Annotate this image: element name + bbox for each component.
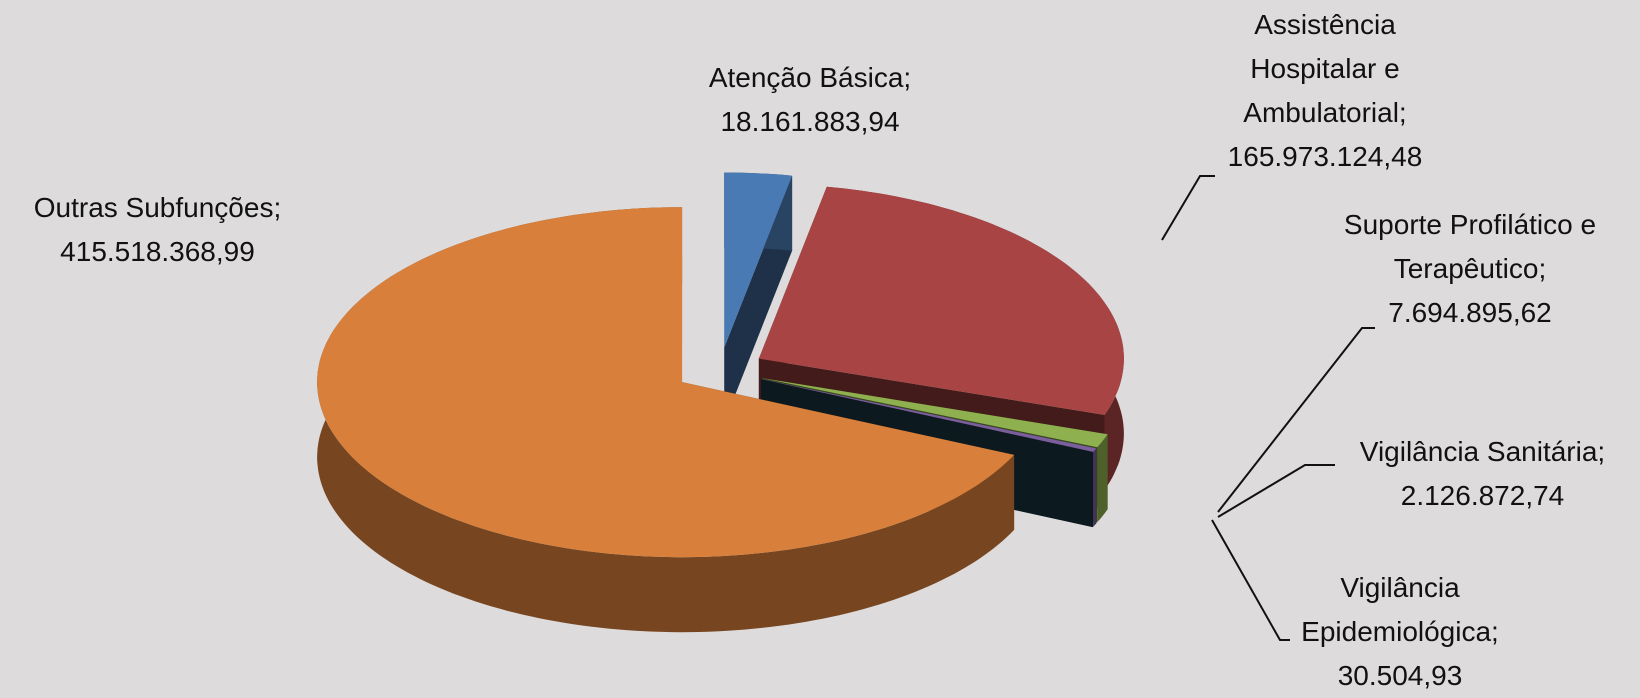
label-name: Vigilância Epidemiológica; xyxy=(1280,566,1520,654)
data-label: Outras Subfunções;415.518.368,99 xyxy=(0,186,315,274)
data-label: Vigilância Sanitária;2.126.872,74 xyxy=(1325,430,1640,518)
leader-line xyxy=(1162,176,1215,240)
data-label: Vigilância Epidemiológica;30.504,93 xyxy=(1280,566,1520,698)
label-value: 165.973.124,48 xyxy=(1210,135,1440,179)
label-value: 415.518.368,99 xyxy=(0,230,315,274)
label-name: Assistência Hospitalar e Ambulatorial; xyxy=(1210,3,1440,135)
data-label: Assistência Hospitalar e Ambulatorial;16… xyxy=(1210,3,1440,179)
slice-side xyxy=(1093,448,1096,527)
label-value: 7.694.895,62 xyxy=(1300,291,1640,335)
label-name: Atenção Básica; xyxy=(660,56,960,100)
label-value: 30.504,93 xyxy=(1280,654,1520,698)
data-label: Atenção Básica;18.161.883,94 xyxy=(660,56,960,144)
slices xyxy=(317,173,1124,633)
label-name: Vigilância Sanitária; xyxy=(1325,430,1640,474)
label-name: Outras Subfunções; xyxy=(0,186,315,230)
label-value: 18.161.883,94 xyxy=(660,100,960,144)
data-label: Suporte Profilático e Terapêutico;7.694.… xyxy=(1300,203,1640,335)
slice-side xyxy=(1097,434,1107,522)
label-name: Suporte Profilático e Terapêutico; xyxy=(1300,203,1640,291)
leader-line xyxy=(1212,520,1290,640)
label-value: 2.126.872,74 xyxy=(1325,474,1640,518)
